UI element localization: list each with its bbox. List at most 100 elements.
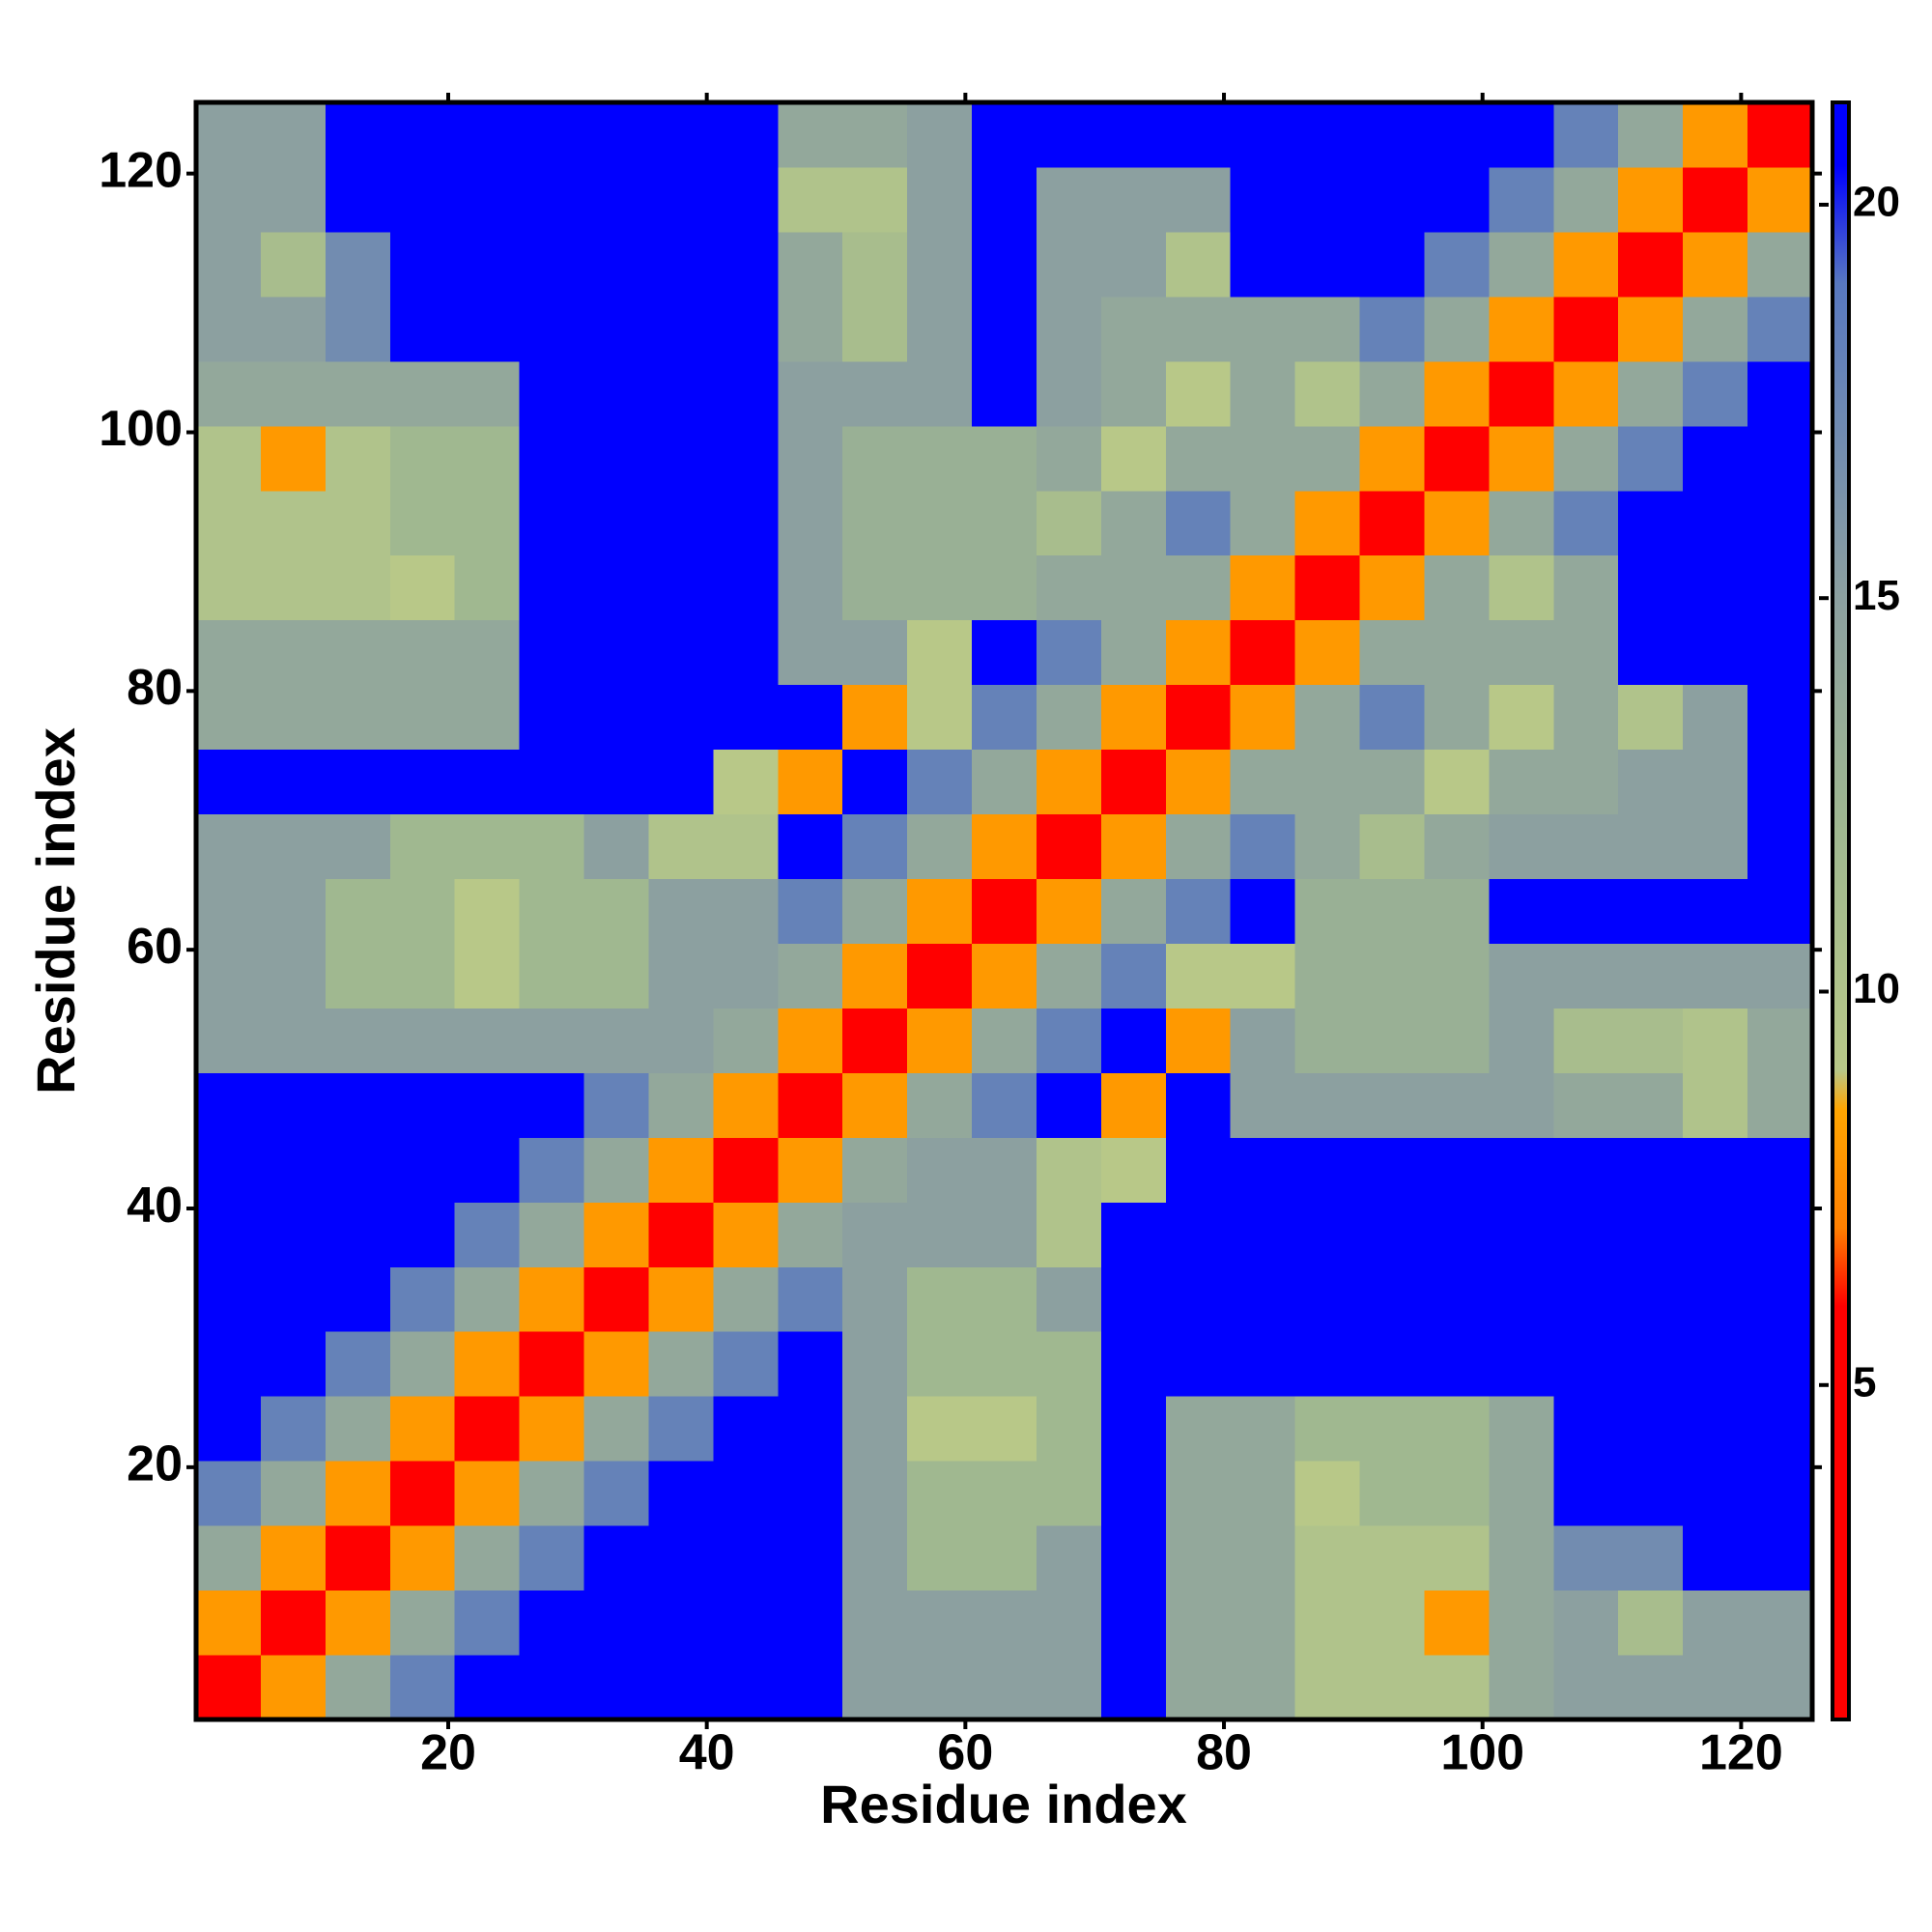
heatmap-cell — [1294, 1525, 1361, 1591]
heatmap-cell — [1359, 1331, 1425, 1397]
heatmap-cell — [519, 1008, 585, 1073]
heatmap-cell — [1294, 231, 1361, 298]
heatmap-cell — [389, 1008, 456, 1073]
heatmap-cell — [713, 1461, 779, 1526]
y-tick-label: 40 — [127, 1178, 183, 1234]
heatmap-cell — [1618, 490, 1684, 556]
heatmap-cell — [842, 166, 908, 233]
heatmap-cell — [1618, 296, 1684, 362]
heatmap-cell — [1747, 166, 1813, 233]
heatmap-cell — [778, 684, 843, 751]
heatmap-cell — [907, 1396, 973, 1462]
heatmap-cell — [1618, 684, 1684, 751]
heatmap-cell — [1359, 102, 1425, 168]
heatmap-cell — [1747, 813, 1813, 880]
heatmap-cell — [1553, 943, 1619, 1009]
heatmap-cell — [1294, 296, 1361, 362]
heatmap-cell — [842, 1525, 908, 1591]
heatmap-cell — [325, 554, 391, 621]
heatmap-cell — [1424, 360, 1490, 427]
heatmap-cell — [583, 619, 649, 686]
heatmap-cell — [713, 1525, 779, 1591]
heatmap-cell — [454, 1331, 521, 1397]
heatmap-cell — [1618, 1331, 1684, 1397]
heatmap-cell — [389, 749, 456, 815]
heatmap-cell — [907, 554, 973, 621]
heatmap-cell — [325, 296, 391, 362]
heatmap-cell — [260, 360, 327, 427]
heatmap-cell — [778, 1590, 843, 1656]
heatmap-cell — [778, 231, 843, 298]
heatmap-cell — [519, 296, 585, 362]
heatmap-cell — [842, 102, 908, 168]
heatmap-cell — [907, 619, 973, 686]
heatmap-cell — [1553, 619, 1619, 686]
heatmap-cell — [1489, 878, 1554, 944]
heatmap-cell — [389, 231, 456, 298]
heatmap-cell — [1100, 360, 1167, 427]
heatmap-cell — [1683, 1202, 1748, 1267]
heatmap-cell — [1230, 1137, 1296, 1203]
heatmap-cell — [778, 1331, 843, 1397]
heatmap-cell — [1359, 231, 1425, 298]
heatmap-cell — [778, 1137, 843, 1203]
heatmap-cell — [972, 166, 1037, 233]
heatmap-cell — [1424, 878, 1490, 944]
heatmap-cell — [1683, 1396, 1748, 1462]
heatmap-cell — [1165, 1461, 1232, 1526]
heatmap-cell — [1618, 1202, 1684, 1267]
heatmap-cell — [519, 749, 585, 815]
heatmap-cell — [1359, 425, 1425, 492]
heatmap-cell — [1618, 231, 1684, 298]
heatmap-cell — [648, 1202, 714, 1267]
heatmap-cell — [1036, 1461, 1102, 1526]
heatmap-cell — [325, 1266, 391, 1332]
heatmap-cell — [389, 1137, 456, 1203]
heatmap-cell — [389, 1525, 456, 1591]
heatmap-cell — [1424, 554, 1490, 621]
heatmap-cell — [1294, 1266, 1361, 1332]
heatmap-cell — [389, 490, 456, 556]
heatmap-cell — [1489, 102, 1554, 168]
heatmap-cell — [713, 619, 779, 686]
heatmap-cell — [1683, 1655, 1748, 1720]
heatmap-cell — [778, 490, 843, 556]
heatmap-cell — [1683, 813, 1748, 880]
heatmap-cell — [842, 1202, 908, 1267]
heatmap-cell — [389, 813, 456, 880]
heatmap-cell — [972, 749, 1037, 815]
heatmap-cell — [583, 1202, 649, 1267]
heatmap-cell — [389, 1590, 456, 1656]
heatmap-cell — [325, 360, 391, 427]
y-tick-label: 80 — [127, 660, 183, 716]
heatmap-cell — [1294, 1331, 1361, 1397]
heatmap-cell — [1165, 490, 1232, 556]
heatmap-cell — [196, 813, 262, 880]
heatmap-cell — [1747, 878, 1813, 944]
heatmap-cell — [1100, 296, 1167, 362]
heatmap-cell — [1359, 296, 1425, 362]
heatmap-cell — [1294, 102, 1361, 168]
heatmap-cell — [842, 878, 908, 944]
heatmap-cell — [583, 425, 649, 492]
heatmap-cell — [1489, 231, 1554, 298]
heatmap-cell — [1618, 1072, 1684, 1138]
heatmap-cell — [1100, 1396, 1167, 1462]
heatmap-cell — [1424, 1590, 1490, 1656]
heatmap-cell — [454, 166, 521, 233]
heatmap-cell — [389, 1072, 456, 1138]
heatmap-cell — [972, 231, 1037, 298]
heatmap-cell — [1424, 1008, 1490, 1073]
heatmap-cell — [1683, 619, 1748, 686]
heatmap-cell — [1618, 1461, 1684, 1526]
heatmap-cell — [196, 1655, 262, 1720]
heatmap-cell — [907, 1137, 973, 1203]
heatmap-cell — [1230, 813, 1296, 880]
heatmap-cell — [454, 490, 521, 556]
heatmap-cell — [713, 1590, 779, 1656]
heatmap-cell — [1683, 943, 1748, 1009]
heatmap-cell — [583, 1525, 649, 1591]
heatmap-cell — [1294, 554, 1361, 621]
heatmap-cell — [1618, 166, 1684, 233]
heatmap-cell — [1747, 554, 1813, 621]
